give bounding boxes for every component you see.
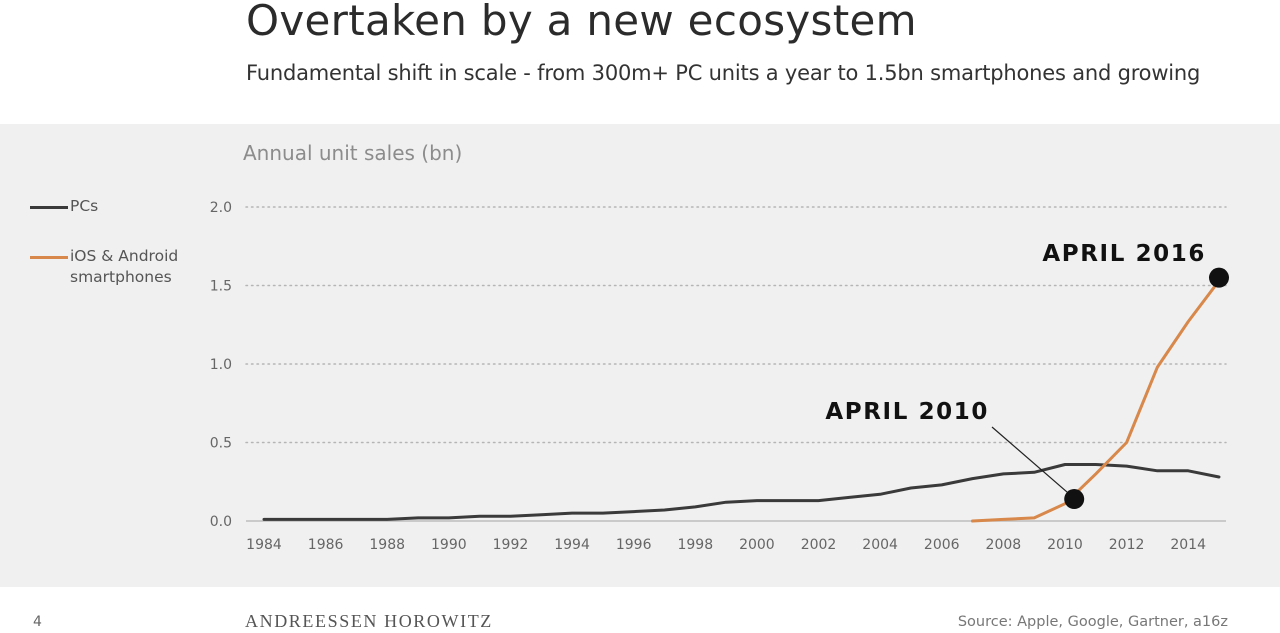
legend-swatch-smartphones [30,256,68,259]
x-tick-label-12: 2008 [986,537,1022,553]
y-tick-label-4: 2.0 [210,200,232,216]
x-tick-label-5: 1994 [554,537,590,553]
y-axis-label: Annual unit sales (bn) [243,141,463,165]
x-tick-label-14: 2012 [1109,537,1145,553]
annotation-leader-0 [991,426,1069,494]
x-tick-label-9: 2002 [801,537,837,553]
brand-logo: ANDREESSEN HOROWITZ [245,611,493,631]
annotation-label-0: APRIL 2010 [825,399,989,425]
x-tick-label-0: 1984 [246,537,282,553]
x-tick-label-7: 1998 [677,537,713,553]
x-tick-label-10: 2004 [862,537,898,553]
page-title: Overtaken by a new ecosystem [246,0,917,45]
legend-label-smartphones: iOS & Android smartphones [70,246,178,288]
series-line-1 [971,279,1221,523]
x-tick-label-13: 2010 [1047,537,1083,553]
x-tick-label-15: 2014 [1170,537,1206,553]
y-tick-label-3: 1.5 [210,279,232,295]
source-note: Source: Apple, Google, Gartner, a16z [957,614,1228,630]
series-line-0 [262,463,1221,521]
y-tick-label-0: 0.0 [210,514,232,530]
legend-swatch-pcs [30,206,68,209]
y-tick-label-1: 0.5 [210,436,232,452]
annotation-label-1: APRIL 2016 [1042,241,1206,267]
x-tick-label-6: 1996 [616,537,652,553]
annotation-marker-0 [1064,489,1085,510]
x-tick-label-8: 2000 [739,537,775,553]
page-subtitle: Fundamental shift in scale - from 300m+ … [246,61,1201,85]
x-tick-label-4: 1992 [493,537,529,553]
x-tick-label-1: 1986 [308,537,344,553]
x-tick-label-3: 1990 [431,537,467,553]
y-tick-label-2: 1.0 [210,357,232,373]
x-tick-label-2: 1988 [369,537,405,553]
legend-label-smartphones-line1: iOS & Android [70,247,179,265]
page-number: 4 [33,614,42,630]
legend-label-smartphones-line2: smartphones [70,268,172,286]
annotation-marker-1 [1209,267,1229,288]
x-tick-label-11: 2006 [924,537,960,553]
legend-label-pcs: PCs [70,197,99,215]
